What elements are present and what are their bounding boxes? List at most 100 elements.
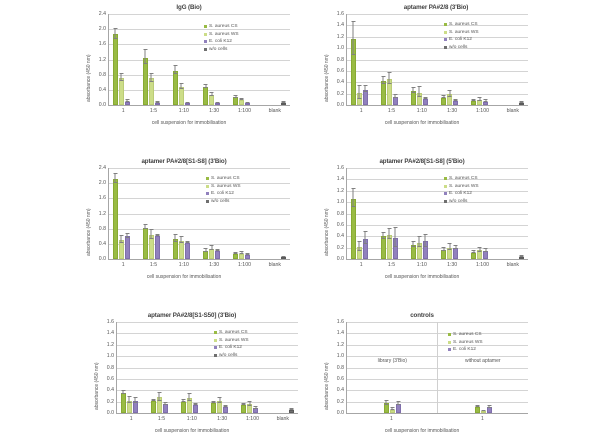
legend-swatch-icon: [448, 348, 452, 352]
y-tick-label: 1.2: [336, 187, 344, 194]
x-tick-label: 1:10: [416, 108, 427, 114]
error-bar: [187, 393, 192, 402]
y-tick-label: 0.8: [336, 210, 344, 217]
legend-swatch-icon: [444, 38, 448, 42]
y-axis-ticks: 0.0 0.4 0.8 1.2 1.6 2.0 2.4: [90, 165, 108, 262]
gridline: [109, 89, 290, 91]
plot-area: [346, 14, 528, 106]
legend-label: w/o cells: [218, 352, 238, 358]
legend-swatch-icon: [204, 40, 208, 44]
bar: [410, 86, 416, 105]
bar-group: [347, 168, 377, 259]
y-axis-ticks: 0.0 0.2 0.4 0.6 0.8 1.0 1.2 1.4 1.6: [98, 319, 116, 416]
bar: [477, 247, 483, 259]
error-bar: [363, 85, 368, 93]
y-tick-label: 0.8: [98, 71, 106, 78]
bar-groups: [347, 322, 528, 413]
error-bar: [223, 404, 228, 408]
bar-group: [377, 168, 407, 259]
bar: [356, 240, 362, 259]
gridline: [347, 179, 528, 181]
x-tick-label: 1:5: [149, 108, 158, 114]
gridline: [347, 247, 528, 249]
error-bar: [173, 65, 178, 75]
bar-group: [109, 14, 139, 105]
y-tick-label: 0.8: [106, 364, 114, 371]
plot-area: [108, 168, 290, 260]
y-tick-label: 1.0: [106, 353, 114, 360]
gridline: [117, 401, 298, 403]
chart-legend: S. aureus CS S. aureus WS E. coli K12 w/o c…: [444, 22, 479, 53]
gridline: [347, 70, 528, 72]
y-tick-label: 0.4: [106, 387, 114, 394]
bar: [281, 101, 287, 105]
chart-panel-aptamer-pa2-8-s1-s50-3bio: aptamer PA#2/8[S1-S50] (3'Bio) absorbanc…: [86, 312, 326, 447]
plot-area: [116, 322, 298, 414]
legend-swatch-icon: [444, 176, 448, 181]
bar: [362, 85, 368, 105]
error-bar: [245, 101, 250, 104]
chart-panel-aptamer-pa2-8-s1-s8-5bio: aptamer PA#2/8[S1-S8] (5'Bio) absorbance…: [316, 158, 556, 293]
error-bar: [113, 173, 118, 184]
bar: [203, 247, 209, 259]
bar-group: [230, 168, 260, 259]
bar: [453, 98, 459, 105]
legend-label: E. coli K12: [448, 191, 472, 197]
bar: [223, 404, 229, 413]
error-bar: [471, 98, 476, 102]
error-bar: [157, 391, 162, 401]
bar: [192, 402, 198, 413]
bar-group: [437, 322, 528, 413]
x-tick-label: 1:30: [447, 108, 458, 114]
error-bar: [143, 49, 148, 65]
error-bar: [483, 99, 488, 103]
legend-swatch-icon: [444, 199, 448, 203]
bar: [156, 391, 162, 413]
error-bar: [477, 247, 482, 252]
error-bar: [475, 405, 479, 408]
bar: [416, 236, 422, 259]
bar-group: [200, 168, 230, 259]
error-bar: [381, 76, 386, 85]
y-tick-label: 1.0: [336, 353, 344, 360]
error-bar: [151, 398, 156, 402]
gridline: [109, 74, 290, 76]
bar: [392, 94, 398, 105]
x-tick-label: 1:30: [447, 262, 458, 268]
bar: [118, 235, 124, 259]
bar-group: [468, 168, 498, 259]
error-bar: [357, 84, 362, 100]
y-tick-label: 1.6: [106, 319, 114, 325]
bar: [486, 404, 492, 413]
bar-group: [208, 322, 238, 413]
y-tick-label: 1.6: [98, 195, 106, 202]
bar-group: [498, 168, 528, 259]
legend-swatch-icon: [206, 184, 210, 188]
bar: [471, 250, 477, 259]
gridline: [347, 82, 528, 84]
legend-label: S. aureus CS: [208, 24, 238, 29]
bar: [356, 84, 362, 105]
plot-area: [108, 14, 290, 106]
chart-legend: S. aureus CS S. aureus WS E. coli K12 w/o c…: [444, 176, 479, 207]
error-bar: [121, 389, 126, 395]
legend-swatch-icon: [448, 332, 452, 337]
legend-swatch-icon: [214, 330, 218, 335]
error-bar: [179, 236, 184, 244]
bar-group: [438, 14, 468, 105]
gridline: [117, 390, 298, 392]
bar: [474, 405, 480, 413]
chart-panel-igg-bio: IgG (Bio) absorbance (450 nm) 0.0 0.4 0.8 1…: [78, 4, 300, 139]
x-axis-label: cell suspension for immobilisation: [384, 274, 460, 280]
x-tick-label: 1:30: [209, 108, 220, 114]
legend-label: E. coli K12: [218, 345, 242, 351]
x-tick-label: 1: [121, 108, 125, 114]
bar: [281, 255, 287, 259]
error-bar: [209, 245, 214, 251]
bar: [410, 240, 416, 259]
x-axis-label: cell suspension for immobilisation: [151, 120, 227, 126]
bar: [389, 407, 395, 413]
y-tick-label: 0.2: [336, 244, 344, 251]
legend-swatch-icon: [444, 30, 448, 34]
bar-group: [468, 14, 498, 105]
